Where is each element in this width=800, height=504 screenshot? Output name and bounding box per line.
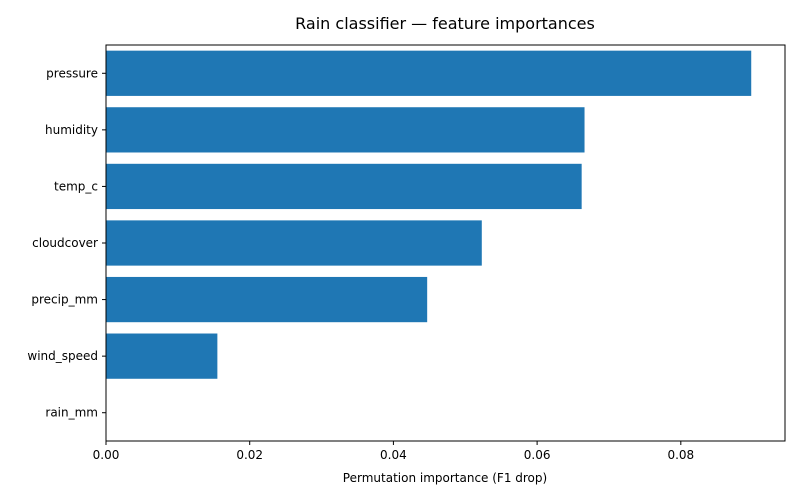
y-tick-label: precip_mm — [31, 293, 98, 307]
x-tick-label: 0.04 — [380, 448, 407, 462]
chart-title: Rain classifier — feature importances — [295, 14, 595, 33]
y-tick-label: pressure — [46, 66, 98, 80]
x-tick-label: 0.02 — [236, 448, 263, 462]
y-tick-label: wind_speed — [27, 349, 98, 363]
bar-precip_mm — [106, 276, 428, 323]
x-axis-ticks: 0.00 0.02 0.04 0.06 0.08 — [93, 441, 694, 462]
y-tick-label: cloudcover — [32, 236, 98, 250]
y-axis-ticks: pressure humidity temp_c cloudcover precip_m… — [27, 66, 106, 420]
bars-group — [106, 50, 752, 379]
bar-wind_speed — [106, 333, 218, 379]
y-tick-label: rain_mm — [45, 406, 98, 420]
x-tick-label: 0.08 — [667, 448, 694, 462]
bar-temp_c — [106, 163, 582, 210]
bar-pressure — [106, 50, 752, 96]
x-axis-label: Permutation importance (F1 drop) — [343, 471, 547, 485]
x-tick-label: 0.00 — [93, 448, 120, 462]
y-tick-label: temp_c — [54, 179, 98, 193]
y-tick-label: humidity — [45, 123, 98, 137]
bar-cloudcover — [106, 220, 482, 266]
plot-frame — [105, 44, 786, 442]
x-tick-label: 0.06 — [524, 448, 551, 462]
bar-humidity — [106, 107, 585, 153]
